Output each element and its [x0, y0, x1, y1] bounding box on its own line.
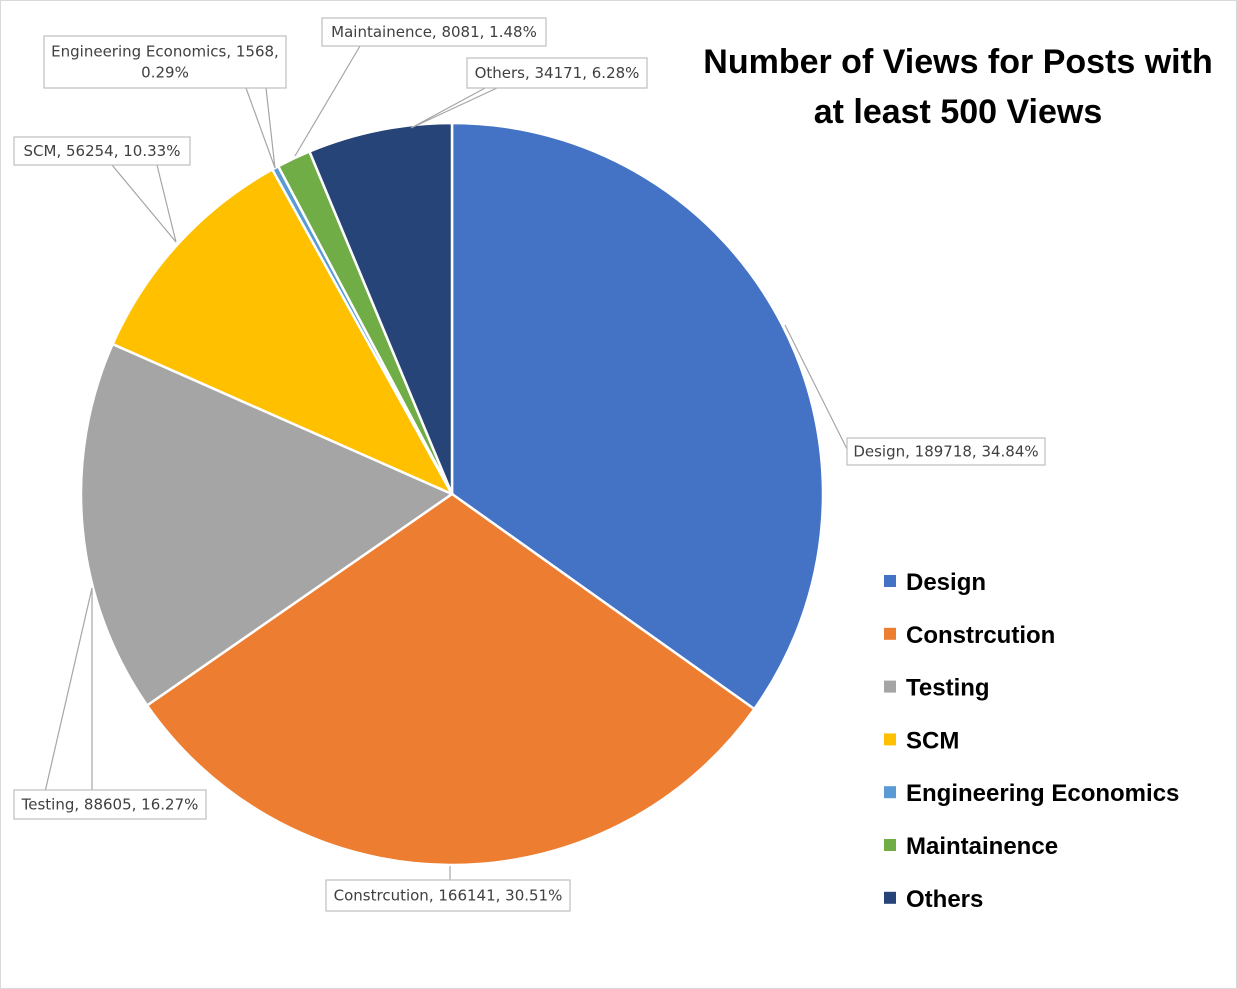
slice-constrcution — [145, 492, 757, 867]
legend-swatch-constrcution — [884, 627, 896, 640]
legend-swatch-maintainence — [884, 839, 896, 851]
leader-line-testing — [44, 587, 93, 793]
slice-scm — [111, 167, 455, 497]
slice-testing — [79, 342, 455, 708]
data-label-constrcution: Constrcution, 166141, 30.51% — [334, 887, 563, 905]
legend-label-testing: Testing — [906, 675, 990, 702]
legend-swatch-testing — [884, 680, 896, 693]
legend-label-design: Design — [906, 569, 986, 596]
chart-title-line-2: at least 500 Views — [814, 93, 1103, 131]
legend: Design Constrcution Testing SCM Engineering … — [884, 569, 1179, 913]
data-label-box-design — [846, 437, 1046, 466]
legend-swatch-others — [884, 891, 896, 904]
data-label-engineering-economics-line-1: Engineering Economics, 1568, — [51, 43, 279, 61]
data-label-box-maintainence — [321, 17, 547, 47]
legend-swatch-design — [884, 575, 896, 587]
data-label-box-testing — [13, 789, 207, 820]
pie-slices — [79, 121, 825, 867]
chart-title-line-1: Number of Views for Posts with — [703, 43, 1212, 81]
leader-line-maintainence — [294, 45, 361, 157]
data-label-engineering-economics-line-2: 0.29% — [141, 64, 189, 82]
data-label-box-constrcution — [325, 879, 571, 912]
data-label-others: Others, 34171, 6.28% — [475, 64, 640, 82]
slice-others — [307, 121, 454, 495]
data-label-box-scm — [13, 136, 191, 166]
legend-label-maintainence: Maintainence — [906, 833, 1058, 860]
legend-swatch-scm — [884, 733, 896, 746]
slice-design — [450, 121, 825, 711]
legend-label-others: Others — [906, 886, 983, 913]
leader-line-scm — [111, 164, 177, 243]
data-label-maintainence: Maintainence, 8081, 1.48% — [331, 23, 537, 41]
leader-line-engineering-economics — [245, 87, 276, 169]
data-labels: Design, 189718, 34.84% Constrcution, 1661… — [13, 17, 1046, 912]
chart-title: Number of Views for Posts with at least … — [703, 43, 1212, 131]
data-label-scm: SCM, 56254, 10.33% — [24, 142, 181, 160]
legend-label-scm: SCM — [906, 727, 959, 754]
legend-label-engineering-economics: Engineering Economics — [906, 780, 1179, 807]
data-label-box-engineering-economics — [43, 35, 287, 89]
leader-line-design — [784, 324, 849, 452]
data-label-box-others — [466, 57, 648, 89]
data-label-design: Design, 189718, 34.84% — [853, 443, 1038, 461]
legend-swatch-engineering-economics — [884, 786, 896, 799]
leader-lines — [44, 45, 849, 880]
legend-label-constrcution: Constrcution — [906, 622, 1055, 649]
data-label-testing: Testing, 88605, 16.27% — [21, 796, 199, 814]
leader-line-others — [410, 79, 501, 129]
